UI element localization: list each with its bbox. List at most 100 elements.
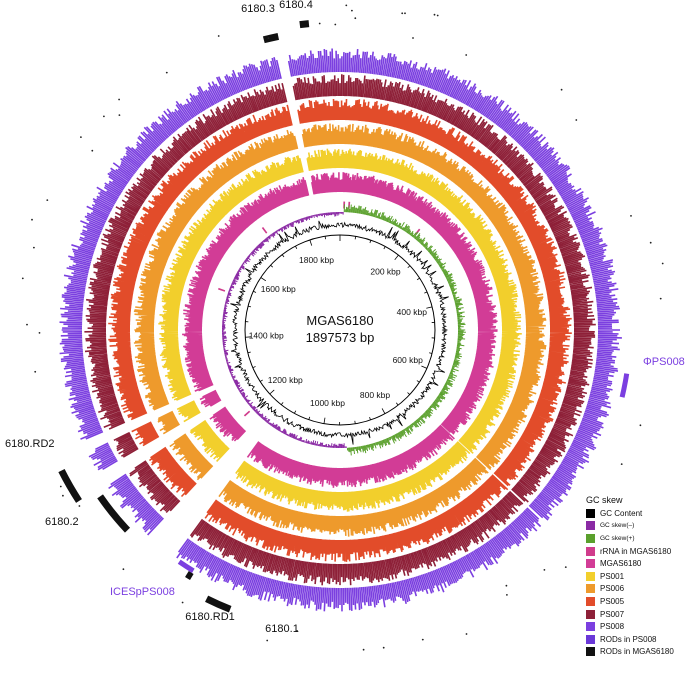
legend-label: GC skew(–) <box>600 522 635 530</box>
axis-tick <box>407 392 410 395</box>
scatter-dot <box>217 35 220 37</box>
region-6180-2: 6180.2 <box>45 494 131 533</box>
scatter-dot <box>59 485 62 488</box>
scatter-dot <box>404 12 406 15</box>
legend-item: PS008 <box>586 620 690 633</box>
axis-tick <box>407 265 411 269</box>
legend-label: PS008 <box>600 622 625 632</box>
legend-swatch <box>586 533 595 543</box>
legend-swatch <box>586 634 595 644</box>
legend-item: GC skew(+) <box>586 532 690 545</box>
scatter-dot <box>362 648 365 651</box>
legend-label: PS001 <box>600 571 625 581</box>
axis-tick <box>369 240 372 244</box>
scatter-dot <box>505 584 508 587</box>
ring-ps008 <box>59 48 622 612</box>
legend-label: RODs in PS008 <box>600 634 657 644</box>
axis-tick <box>381 408 386 414</box>
ring-ps006 <box>133 123 547 537</box>
axis-tick <box>416 277 420 281</box>
axis-tick <box>429 352 433 354</box>
axis-tick <box>416 380 420 383</box>
scatter-dot <box>318 22 321 25</box>
scatter-dot <box>38 332 41 334</box>
axis-tick <box>259 379 263 382</box>
comparison-rings <box>59 48 622 612</box>
scatter-dot <box>78 505 81 507</box>
scatter-dot <box>21 277 24 280</box>
legend: GC skew GC Content GC skew(–) GC skew(+) rR… <box>586 494 690 658</box>
legend-label: rRNA in MGAS6180 <box>600 546 672 556</box>
scatter-dot <box>354 17 357 20</box>
scatter-dot <box>122 568 125 571</box>
axis-tick <box>395 402 399 406</box>
gc-skew-track <box>221 204 466 456</box>
axis-tick <box>252 366 256 369</box>
axis-tick-label: 600 kbp <box>393 355 424 365</box>
legend-label: RODs in MGAS6180 <box>600 647 674 657</box>
axis-tick <box>294 410 297 414</box>
axis-tick <box>421 365 428 369</box>
scatter-dot <box>639 424 642 427</box>
scatter-dot <box>401 12 404 15</box>
legend-item: GC skew(–) <box>586 520 690 533</box>
region-6180-rd2: 6180.RD2 <box>5 438 82 503</box>
legend-item: PS006 <box>586 583 690 596</box>
gc-tracks <box>221 204 466 456</box>
scatter-dot <box>91 149 94 152</box>
legend-label: PS007 <box>600 609 625 619</box>
ring-rrna <box>218 201 421 417</box>
region-6180-3: 6180.3 <box>241 3 280 44</box>
scatter-dot <box>659 297 662 300</box>
scatter-dot <box>165 71 168 74</box>
scatter-dot <box>412 37 414 39</box>
legend-swatch <box>586 647 595 657</box>
ring-ps001 <box>158 148 522 512</box>
legend-item: rRNA in MGAS6180 <box>586 545 690 558</box>
region-label: 6180.4 <box>279 0 313 11</box>
axis-tick <box>295 245 298 249</box>
scatter-dot <box>630 215 632 217</box>
legend-item: GC Content <box>586 507 690 520</box>
scatter-dot <box>382 646 385 649</box>
scatter-dot <box>543 569 546 571</box>
legend-label: PS005 <box>600 596 625 606</box>
region-label: ICESpPS008 <box>110 586 175 598</box>
axis-tick-label: 1800 kbp <box>299 255 334 265</box>
axis-tick-label: 400 kbp <box>397 307 428 317</box>
scatter-dot <box>181 601 184 604</box>
genome-name: MGAS6180 <box>306 313 373 328</box>
axis-tick-label: 800 kbp <box>360 390 391 400</box>
scatter-dot <box>351 9 353 12</box>
legend-label: MGAS6180 <box>600 559 642 569</box>
region-arc <box>299 20 310 29</box>
axis-tick <box>247 351 251 354</box>
axis-tick <box>426 306 433 309</box>
scatter-dot <box>118 114 121 116</box>
scatter-dot <box>345 4 348 7</box>
scatter-dot <box>620 463 623 465</box>
region-6180-4: 6180.4 <box>279 0 313 29</box>
legend-item: PS001 <box>586 570 690 583</box>
legend-swatch <box>586 508 595 518</box>
region-arc <box>58 469 82 503</box>
axis-tick-label: 1600 kbp <box>261 284 296 294</box>
axis-tick <box>424 291 428 294</box>
region-6180-1: 6180.1 <box>205 595 299 635</box>
scatter-dot <box>436 14 439 17</box>
scatter-dot <box>34 370 37 373</box>
legend-list: GC Content GC skew(–) GC skew(+) rRNA in MG… <box>586 507 690 658</box>
axis-tick <box>260 277 267 282</box>
region-markers: 6180.3 6180.4 ΦPS008 6180.1 6180.RD1 ICESpPS0… <box>5 0 685 635</box>
legend-swatch <box>586 559 595 569</box>
legend-label: GC skew(+) <box>600 534 635 542</box>
axis-tick-label: 200 kbp <box>370 267 401 277</box>
scatter-dot <box>465 54 468 56</box>
axis-tick <box>280 402 284 405</box>
legend-swatch <box>586 622 595 632</box>
region-arc <box>262 32 280 44</box>
region-label: 6180.RD1 <box>185 611 235 623</box>
genome-length: 1897573 bp <box>306 330 375 345</box>
scatter-dot <box>103 115 105 118</box>
